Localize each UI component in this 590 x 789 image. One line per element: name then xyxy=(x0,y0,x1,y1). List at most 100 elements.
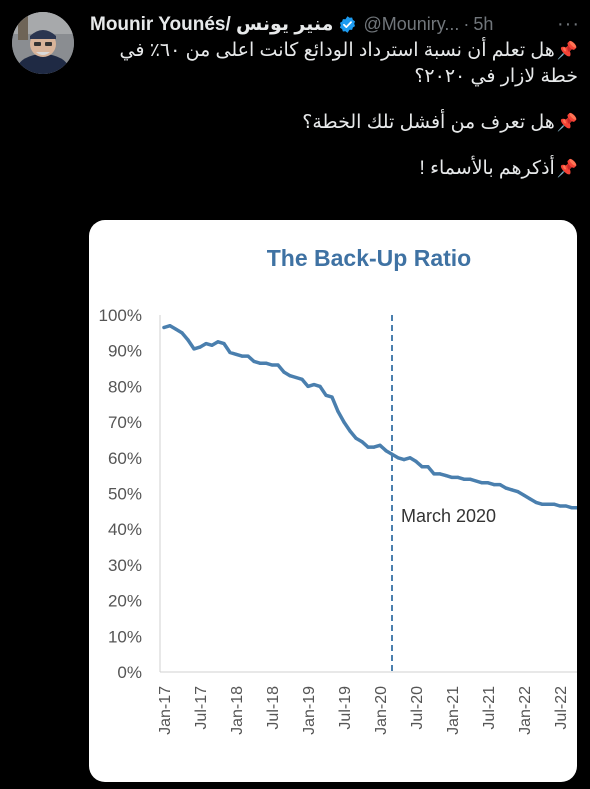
y-tick-label: 40% xyxy=(108,520,142,539)
data-point xyxy=(318,384,322,388)
data-point xyxy=(450,475,454,479)
data-point xyxy=(486,481,490,485)
y-tick-label: 80% xyxy=(108,377,142,396)
y-tick-label: 70% xyxy=(108,413,142,432)
user-handle[interactable]: @Mouniry... xyxy=(363,13,460,34)
data-point xyxy=(372,445,376,449)
data-point xyxy=(552,502,556,506)
data-point xyxy=(540,502,544,506)
tweet-line: 📌أذكرهم بالأسماء ! xyxy=(90,156,578,182)
x-tick-label: Jul-18 xyxy=(265,686,282,730)
data-point xyxy=(276,363,280,367)
data-point xyxy=(378,443,382,447)
data-point xyxy=(162,325,166,330)
tweet-line-text: هل تعلم أن نسبة استرداد الودائع كانت اعل… xyxy=(119,40,579,87)
data-point xyxy=(216,340,220,344)
y-tick-label: 50% xyxy=(108,485,142,504)
x-tick-label: Jul-17 xyxy=(193,686,210,730)
data-point xyxy=(438,472,442,476)
tweet-text: 📌هل تعلم أن نسبة استرداد الودائع كانت اع… xyxy=(90,38,579,202)
data-point xyxy=(288,374,292,378)
data-point xyxy=(570,506,574,510)
x-tick-label: Jul-20 xyxy=(409,686,426,730)
data-point xyxy=(366,445,370,449)
data-point xyxy=(246,354,250,358)
data-point xyxy=(252,359,256,363)
data-point xyxy=(402,458,406,462)
data-point xyxy=(174,327,178,331)
data-point xyxy=(546,502,550,506)
data-point xyxy=(222,342,226,346)
chart-image[interactable]: The Back-Up Ratio 0% 10% 20% 30% 40% 50% 60% 70… xyxy=(89,220,577,782)
data-point xyxy=(510,488,514,492)
chart-title: The Back-Up Ratio xyxy=(267,245,471,271)
data-point xyxy=(354,436,358,440)
pin-icon: 📌 xyxy=(556,41,578,60)
avatar[interactable] xyxy=(12,12,74,74)
data-point xyxy=(492,483,496,487)
x-tick-label: Jan-20 xyxy=(373,686,390,735)
data-point xyxy=(192,347,196,351)
tweet-line-text: أذكرهم بالأسماء ! xyxy=(419,158,555,179)
data-point xyxy=(258,361,262,365)
data-point xyxy=(204,342,208,346)
tweet-line: 📌هل تعلم أن نسبة استرداد الودائع كانت اع… xyxy=(90,38,579,90)
x-tick-label: Jul-21 xyxy=(481,686,498,730)
data-point xyxy=(198,345,202,349)
timestamp[interactable]: 5h xyxy=(473,13,494,34)
data-point xyxy=(408,456,412,460)
data-point xyxy=(348,429,352,433)
data-point xyxy=(504,486,508,490)
data-point xyxy=(534,500,538,504)
y-tick-label: 60% xyxy=(108,449,142,468)
data-point xyxy=(186,338,190,342)
data-point xyxy=(516,490,520,494)
annotation-group: March 2020 xyxy=(391,315,496,672)
data-point xyxy=(264,361,268,365)
data-point xyxy=(234,352,238,356)
data-point xyxy=(426,465,430,469)
series-line xyxy=(162,323,577,510)
data-point xyxy=(420,465,424,469)
data-points xyxy=(162,324,577,510)
data-point xyxy=(498,483,502,487)
y-tick-label: 90% xyxy=(108,342,142,361)
data-point xyxy=(300,377,304,381)
data-point xyxy=(228,350,232,355)
data-point xyxy=(294,375,298,380)
x-axis: Jan-17 Jul-17 Jan-18 Jul-18 Jan-19 Jul-19 Jan-… xyxy=(157,686,570,735)
data-point xyxy=(180,331,184,335)
data-point xyxy=(432,472,436,476)
back-up-ratio-chart: The Back-Up Ratio 0% 10% 20% 30% 40% 50% 60% 70… xyxy=(99,245,577,735)
x-tick-label: Jul-19 xyxy=(337,686,354,730)
data-point xyxy=(168,324,172,328)
x-tick-label: Jan-19 xyxy=(301,686,318,735)
data-point xyxy=(360,440,364,444)
data-point xyxy=(312,383,316,387)
more-options-icon[interactable]: ··· xyxy=(557,12,580,35)
separator-dot: · xyxy=(463,13,470,34)
data-point xyxy=(240,354,244,358)
display-name[interactable]: Mounir Younés/ منير يونس xyxy=(90,13,334,35)
data-point xyxy=(558,504,562,508)
x-tick-label: Jul-22 xyxy=(553,686,570,730)
data-point xyxy=(336,409,340,413)
verified-badge-icon xyxy=(340,15,356,33)
pin-icon: 📌 xyxy=(556,113,578,132)
tweet-line-text: هل تعرف من أفشل تلك الخطة؟ xyxy=(302,112,555,133)
y-tick-label: 20% xyxy=(108,592,142,611)
data-point xyxy=(210,343,214,347)
data-point xyxy=(576,506,577,510)
data-point xyxy=(330,395,334,399)
x-tick-label: Jan-17 xyxy=(157,686,174,735)
data-point xyxy=(390,452,394,456)
data-point xyxy=(414,459,418,463)
pin-icon: 📌 xyxy=(556,159,578,178)
data-point xyxy=(462,477,466,481)
data-point xyxy=(396,456,400,460)
data-point xyxy=(270,363,274,367)
y-tick-label: 10% xyxy=(108,627,142,646)
data-point xyxy=(522,493,526,497)
data-point xyxy=(474,479,478,483)
x-tick-label: Jan-18 xyxy=(229,686,246,735)
